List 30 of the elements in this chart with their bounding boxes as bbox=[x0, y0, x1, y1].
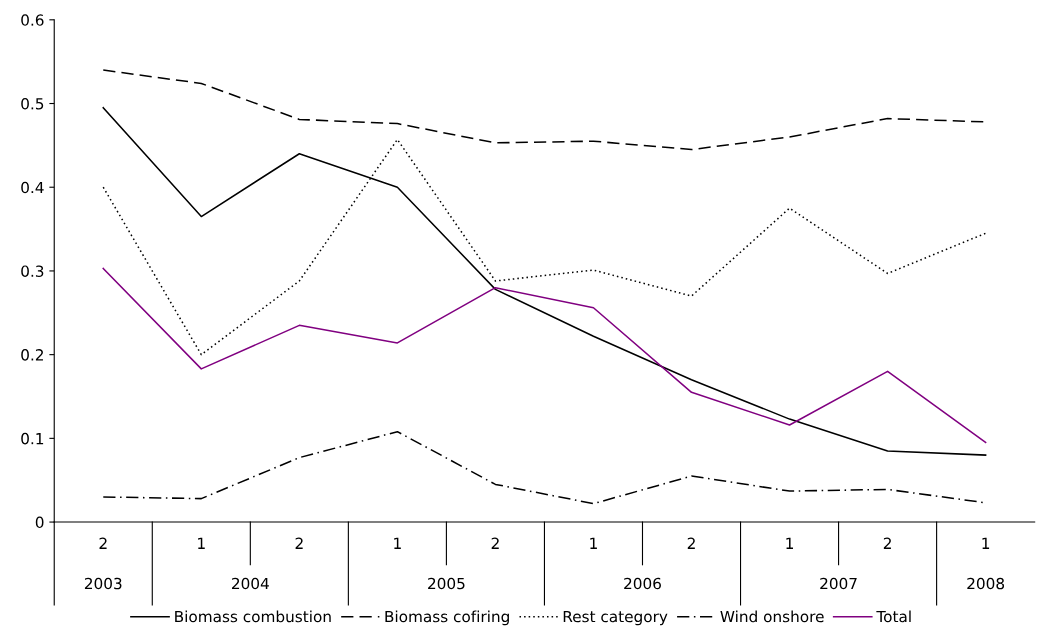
x-tick-label: 1 bbox=[590, 537, 597, 549]
text: 2007 bbox=[820, 577, 857, 590]
x-tick-label: 2 bbox=[491, 537, 499, 549]
x-tick-label: 2 bbox=[295, 537, 303, 549]
legend-label: Total bbox=[876, 610, 911, 623]
text: 2005 bbox=[428, 577, 465, 590]
x-tick-label: 1 bbox=[394, 537, 401, 549]
text: 2003 bbox=[84, 577, 122, 590]
text: 2006 bbox=[624, 577, 661, 590]
x-tick-label: 1 bbox=[198, 537, 205, 549]
y-tick-label: 0.2 bbox=[21, 349, 43, 361]
y-tick-label: 0.1 bbox=[21, 432, 44, 445]
text: 2004 bbox=[232, 577, 269, 590]
line-series bbox=[102, 267, 987, 444]
y-tick-label: 0.5 bbox=[21, 97, 44, 110]
y-tick-label: 0.4 bbox=[21, 181, 44, 194]
legend-label: Wind onshore bbox=[720, 610, 824, 623]
legend-label: Biomass cofiring bbox=[385, 610, 509, 626]
y-tick-label: 0 bbox=[35, 516, 44, 529]
legend-label: Rest category bbox=[563, 610, 668, 626]
x-tick-label: 1 bbox=[982, 537, 990, 549]
x-tick-label: 2 bbox=[883, 537, 891, 549]
y-tick-label: 0.6 bbox=[21, 14, 44, 26]
line-series bbox=[102, 106, 987, 456]
x-tick-label: 1 bbox=[786, 537, 793, 549]
x-tick-label: 2 bbox=[687, 537, 695, 549]
legend-label: Biomass combustion bbox=[175, 610, 331, 623]
x-tick-label: 2 bbox=[99, 537, 107, 549]
text: 2008 bbox=[967, 577, 1005, 590]
y-tick-label: 0.3 bbox=[21, 265, 44, 277]
